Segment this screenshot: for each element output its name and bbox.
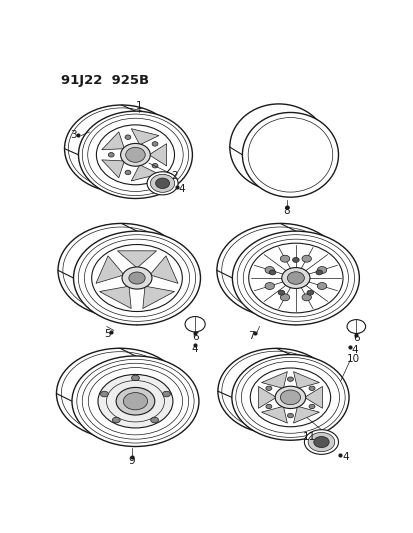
Polygon shape: [304, 386, 322, 408]
Ellipse shape: [84, 239, 189, 317]
Ellipse shape: [125, 170, 131, 175]
Ellipse shape: [185, 317, 205, 332]
Polygon shape: [131, 165, 159, 181]
Ellipse shape: [152, 142, 158, 146]
Ellipse shape: [231, 354, 348, 440]
Polygon shape: [261, 372, 287, 389]
Ellipse shape: [280, 390, 300, 405]
Text: 4: 4: [341, 453, 348, 463]
Ellipse shape: [313, 437, 328, 448]
Ellipse shape: [265, 386, 271, 391]
Polygon shape: [261, 406, 287, 423]
Text: 11: 11: [302, 432, 316, 442]
Ellipse shape: [304, 430, 338, 454]
Ellipse shape: [250, 368, 330, 427]
Ellipse shape: [120, 143, 150, 166]
Text: 4: 4: [191, 344, 198, 354]
Ellipse shape: [74, 231, 200, 325]
Ellipse shape: [287, 272, 304, 284]
Ellipse shape: [242, 112, 338, 197]
Ellipse shape: [82, 364, 188, 439]
Text: 4: 4: [351, 345, 357, 354]
Ellipse shape: [280, 255, 289, 262]
Polygon shape: [258, 386, 276, 408]
Polygon shape: [96, 256, 124, 284]
Ellipse shape: [287, 377, 293, 381]
Ellipse shape: [248, 243, 342, 313]
Ellipse shape: [308, 386, 314, 391]
Ellipse shape: [306, 290, 313, 295]
Ellipse shape: [125, 135, 131, 140]
Ellipse shape: [147, 172, 178, 195]
Ellipse shape: [307, 432, 334, 451]
Polygon shape: [149, 144, 166, 166]
Ellipse shape: [98, 375, 173, 428]
Ellipse shape: [278, 290, 284, 295]
Ellipse shape: [243, 239, 348, 317]
Ellipse shape: [88, 118, 183, 191]
Ellipse shape: [96, 125, 174, 185]
Ellipse shape: [123, 393, 147, 410]
Ellipse shape: [301, 255, 311, 262]
Polygon shape: [102, 160, 124, 178]
Polygon shape: [150, 256, 178, 284]
Polygon shape: [293, 372, 319, 389]
Ellipse shape: [275, 386, 305, 408]
Text: 6: 6: [191, 332, 198, 342]
Ellipse shape: [72, 356, 198, 447]
Ellipse shape: [265, 404, 271, 409]
Ellipse shape: [264, 282, 274, 289]
Ellipse shape: [152, 164, 158, 168]
Ellipse shape: [112, 417, 120, 423]
Polygon shape: [131, 128, 159, 145]
Ellipse shape: [346, 320, 365, 334]
Ellipse shape: [116, 387, 154, 415]
Text: 4: 4: [178, 184, 185, 195]
Ellipse shape: [232, 231, 358, 325]
Polygon shape: [293, 406, 319, 423]
Ellipse shape: [122, 267, 152, 289]
Ellipse shape: [162, 391, 170, 397]
Text: 5: 5: [104, 329, 111, 339]
Text: 2: 2: [171, 172, 178, 181]
Ellipse shape: [281, 268, 309, 288]
Polygon shape: [117, 251, 156, 268]
Ellipse shape: [301, 294, 311, 301]
Text: 7: 7: [248, 331, 254, 341]
Ellipse shape: [150, 174, 174, 192]
Text: 1: 1: [136, 101, 142, 110]
Ellipse shape: [268, 270, 275, 275]
Ellipse shape: [315, 270, 322, 275]
Ellipse shape: [308, 404, 314, 409]
Text: 3: 3: [70, 130, 76, 140]
Ellipse shape: [128, 272, 145, 284]
Text: 91J22  925B: 91J22 925B: [61, 74, 149, 87]
Polygon shape: [142, 286, 174, 309]
Ellipse shape: [150, 417, 158, 423]
Ellipse shape: [280, 294, 289, 301]
Polygon shape: [102, 132, 124, 150]
Ellipse shape: [287, 414, 293, 418]
Ellipse shape: [100, 391, 108, 397]
Text: 8: 8: [282, 206, 289, 216]
Ellipse shape: [131, 375, 139, 381]
Ellipse shape: [126, 147, 145, 163]
Text: 9: 9: [128, 456, 135, 465]
Ellipse shape: [316, 266, 326, 273]
Ellipse shape: [316, 282, 326, 289]
Polygon shape: [99, 286, 131, 309]
Ellipse shape: [155, 178, 169, 189]
Ellipse shape: [78, 111, 192, 198]
Text: 6: 6: [352, 333, 359, 343]
Ellipse shape: [241, 361, 339, 433]
Ellipse shape: [292, 257, 299, 262]
Text: 10: 10: [346, 354, 359, 364]
Ellipse shape: [108, 152, 114, 157]
Ellipse shape: [91, 245, 182, 311]
Ellipse shape: [264, 266, 274, 273]
